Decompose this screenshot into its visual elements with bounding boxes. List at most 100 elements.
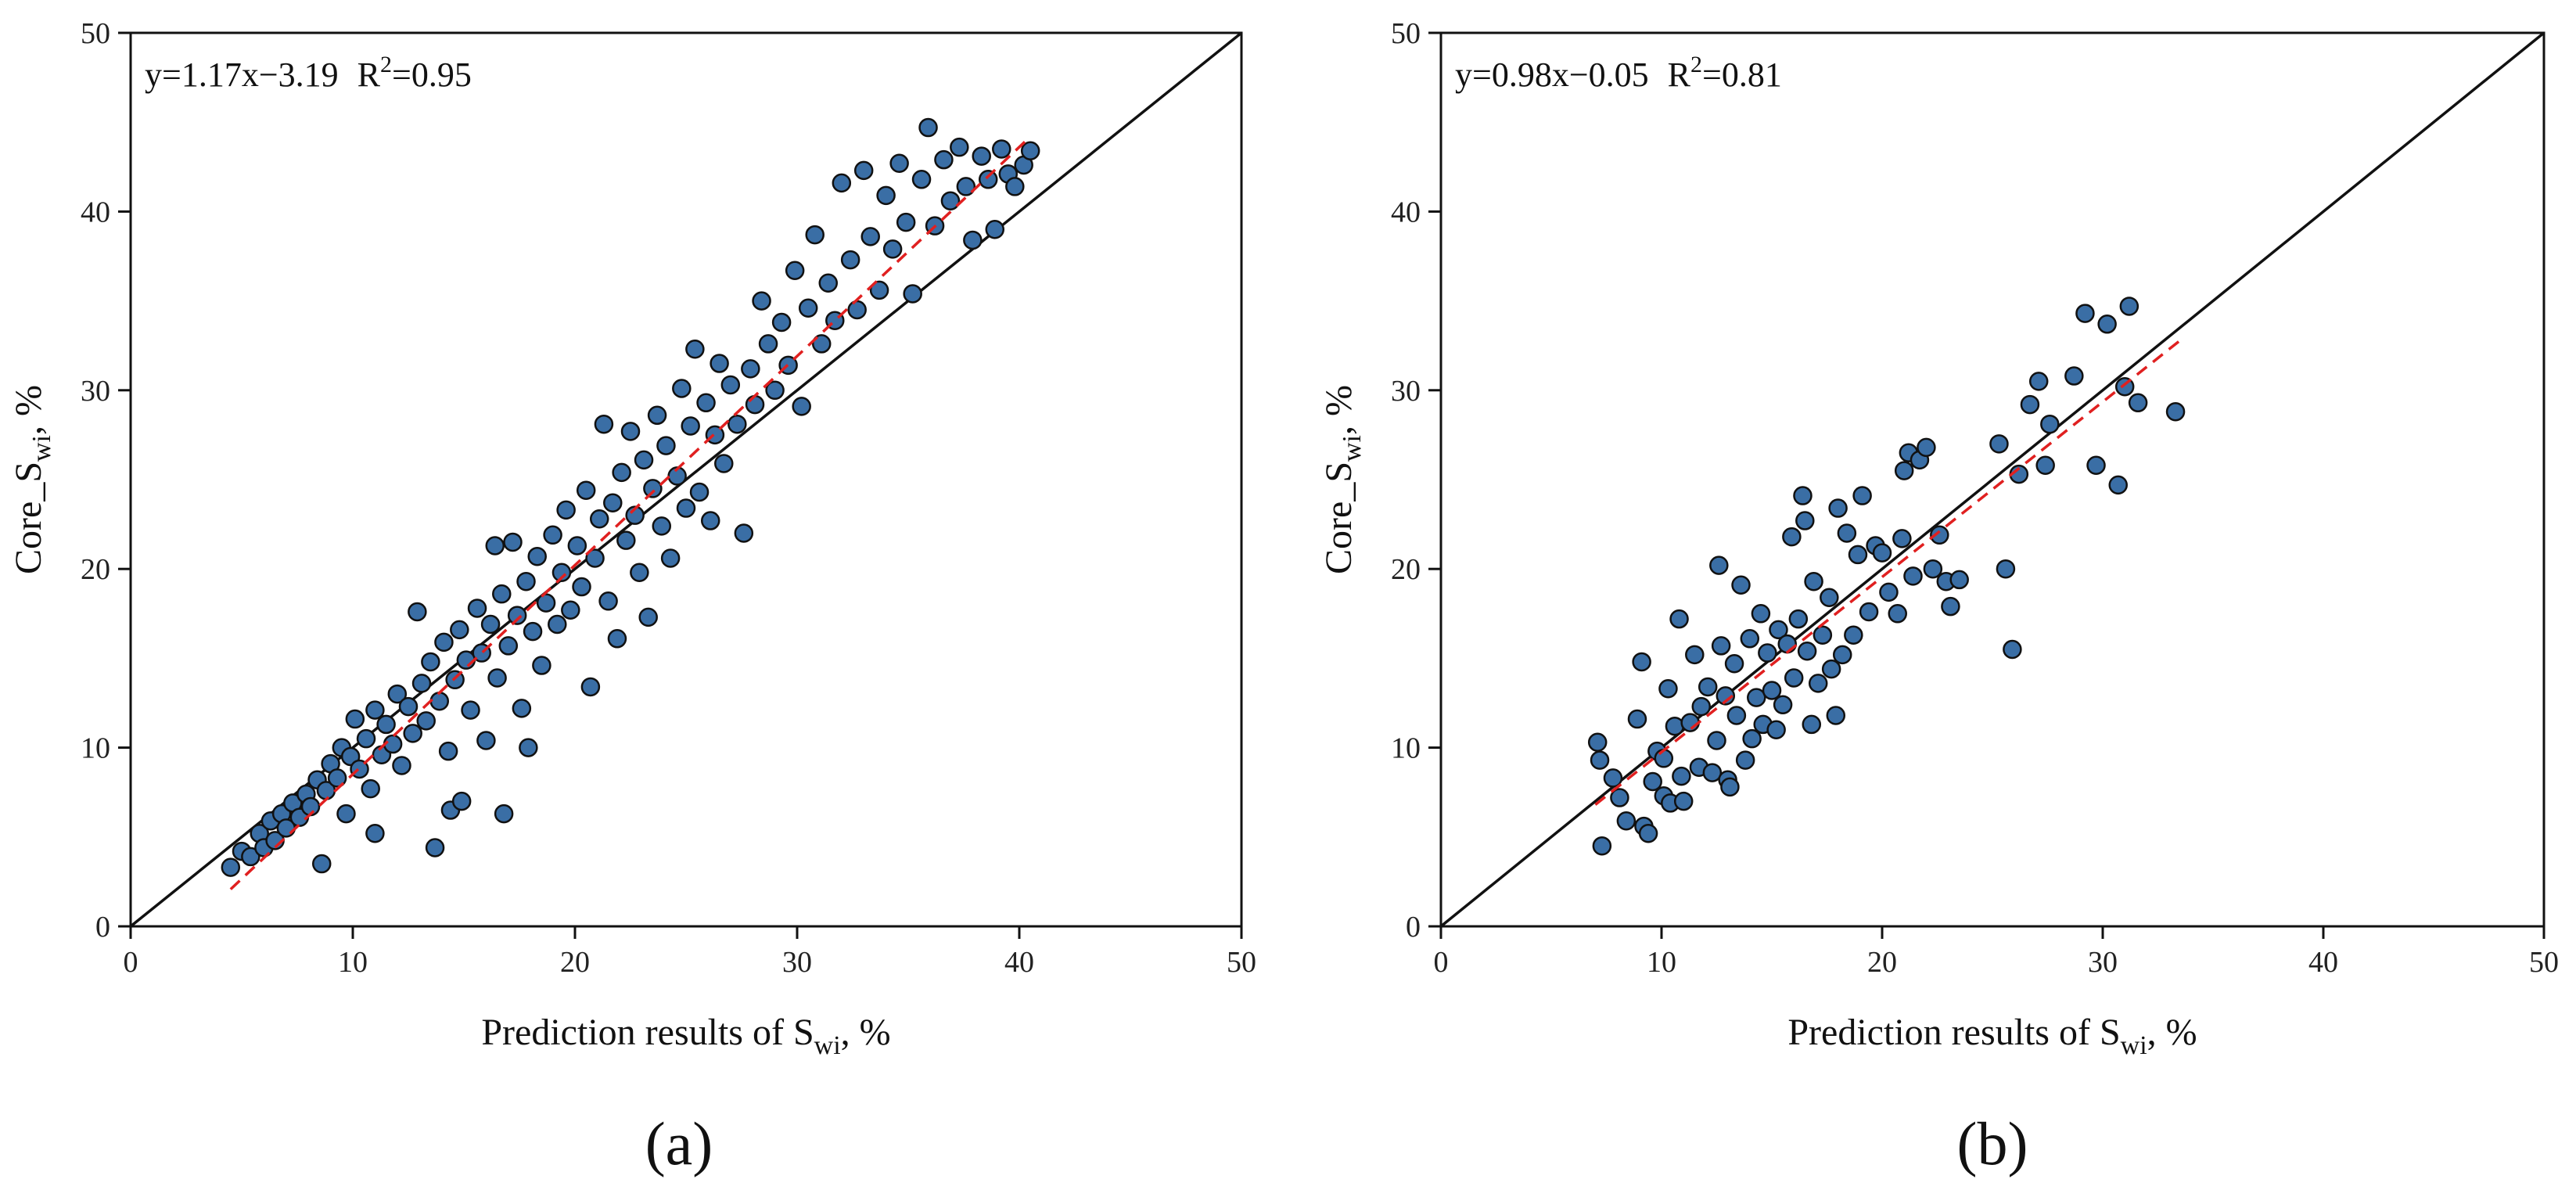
data-point-a — [548, 614, 567, 635]
data-point-b — [1821, 659, 1841, 679]
data-point-a — [429, 691, 450, 711]
y-tick-label-b: 10 — [1391, 732, 1421, 765]
data-point-b — [1643, 771, 1662, 792]
data-point-a — [963, 230, 983, 250]
data-point-a — [345, 709, 365, 729]
data-point-a — [978, 170, 998, 189]
data-point-a — [672, 379, 692, 398]
data-point-a — [985, 219, 1005, 239]
data-point-b — [2097, 315, 2117, 334]
data-point-a — [532, 656, 551, 675]
data-point-a — [714, 454, 734, 473]
data-point-a — [607, 629, 627, 649]
data-point-b — [1941, 596, 1960, 617]
data-point-a — [656, 436, 676, 455]
data-point-b — [1888, 604, 1907, 624]
data-point-a — [869, 280, 889, 300]
data-point-b — [1587, 732, 1608, 752]
data-point-b — [1852, 486, 1872, 505]
data-point-a — [467, 599, 487, 618]
data-point-a — [911, 170, 932, 189]
identity-line-b — [1439, 31, 2545, 928]
data-point-a — [594, 414, 614, 434]
data-point-b — [1949, 570, 1969, 590]
data-point-b — [2165, 401, 2186, 422]
data-point-a — [451, 791, 472, 811]
data-point-a — [519, 738, 538, 757]
data-point-b — [1820, 588, 1839, 607]
data-point-b — [1726, 706, 1747, 725]
data-point-b — [1892, 529, 1912, 548]
data-point-a — [503, 532, 523, 552]
data-point-a — [785, 261, 805, 281]
data-point-a — [421, 652, 440, 672]
data-point-a — [616, 530, 636, 550]
data-point-a — [556, 500, 576, 520]
data-point-b — [1788, 609, 1809, 629]
data-point-b — [2035, 455, 2055, 475]
data-point-b — [1808, 674, 1828, 693]
data-point-a — [336, 804, 356, 824]
data-point-a — [456, 650, 476, 670]
x-tick-label-a: 50 — [1227, 946, 1256, 979]
data-point-a — [660, 548, 681, 568]
data-point-b — [1707, 731, 1726, 750]
data-point-a — [476, 731, 496, 750]
data-point-b — [1769, 620, 1788, 640]
x-tick-label-b: 0 — [1434, 946, 1449, 979]
y-tick-label-a: 20 — [81, 553, 110, 586]
data-point-b — [1782, 527, 1802, 547]
data-point-b — [1804, 571, 1823, 591]
data-point-b — [1724, 654, 1744, 674]
data-point-b — [1923, 559, 1943, 579]
data-point-b — [1859, 602, 1879, 622]
ticks-b: 0 10 20 30 40 50 0 10 20 30 40 50 — [1391, 17, 2559, 979]
data-point-a — [643, 479, 663, 498]
data-point-b — [1879, 582, 1899, 602]
reference-lines-b — [1439, 31, 2545, 928]
data-point-a — [792, 397, 811, 416]
data-point-a — [361, 778, 380, 799]
data-point-b — [2086, 455, 2106, 475]
data-point-b — [1773, 695, 1793, 715]
y-tick-label-b: 0 — [1406, 911, 1421, 944]
data-point-a — [934, 149, 954, 170]
y-axis-title-b: Core_Swi, % — [1318, 385, 1367, 574]
y-tick-label-a: 10 — [81, 732, 110, 765]
data-point-a — [425, 838, 445, 857]
data-point-b — [1766, 720, 1786, 740]
data-point-b — [2028, 372, 2049, 391]
data-point-b — [1590, 750, 1610, 770]
data-point-b — [1627, 709, 1647, 729]
data-point-b — [1673, 791, 1694, 811]
scatter-panel-a: 0 10 20 30 40 50 0 10 20 30 40 50 y=1.17x−3.19 R2=0.… — [8, 17, 1256, 1177]
x-tick-label-a: 40 — [1004, 946, 1034, 979]
data-point-b — [1720, 777, 1740, 797]
data-point-a — [411, 674, 432, 693]
data-point-b — [1711, 636, 1731, 656]
data-point-b — [1795, 511, 1815, 530]
plot-frame-b — [1439, 31, 2545, 928]
data-point-a — [365, 700, 385, 720]
data-point-b — [1793, 486, 1813, 505]
data-point-b — [1716, 686, 1736, 706]
x-tick-label-b: 30 — [2088, 946, 2118, 979]
data-point-b — [1610, 788, 1629, 807]
data-point-a — [376, 714, 396, 735]
scatter-panel-b: 0 10 20 30 40 50 0 10 20 30 40 50 y=0.98x−0.05 R2=0.… — [1318, 17, 2559, 1177]
data-point-a — [734, 523, 754, 543]
data-point-b — [1740, 629, 1760, 649]
data-point-b — [1762, 681, 1782, 700]
data-point-a — [603, 493, 623, 512]
data-point-b — [2003, 639, 2022, 660]
data-point-a — [572, 577, 591, 597]
data-point-a — [598, 591, 618, 611]
data-point-a — [487, 668, 507, 688]
panel-label-a: (a) — [645, 1109, 713, 1177]
data-point-b — [2064, 366, 2084, 386]
data-point-a — [561, 600, 580, 620]
data-point-b — [1735, 750, 1755, 770]
data-point-a — [896, 212, 916, 232]
data-point-a — [408, 602, 427, 622]
data-point-a — [638, 607, 658, 627]
